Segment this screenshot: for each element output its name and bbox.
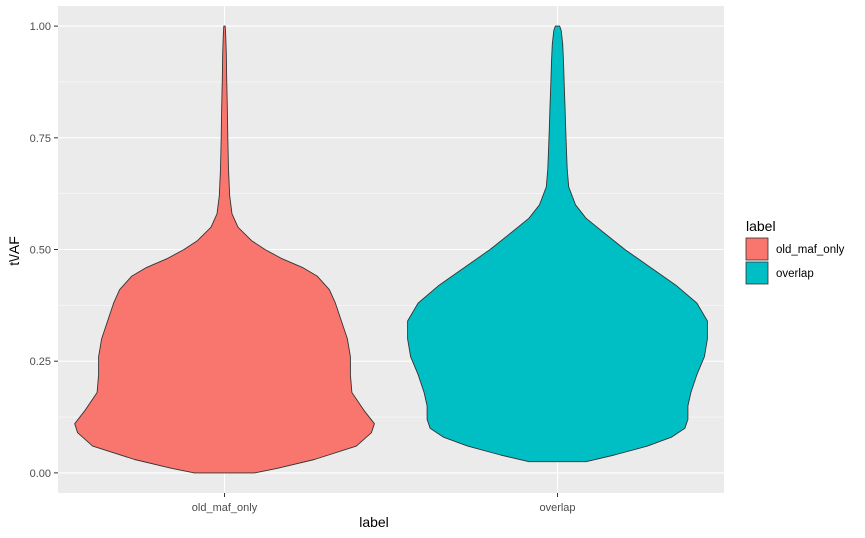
legend-entry-overlap: overlap [745, 261, 814, 285]
violin-overlap [407, 25, 708, 463]
violins [74, 25, 708, 474]
legend-entry-old-maf-only: old_maf_only [745, 237, 845, 261]
y-tick-label: 0.00 [30, 468, 51, 480]
x-tick-label: old_maf_only [192, 502, 258, 514]
y-tick-label: 0.75 [30, 133, 51, 145]
y-axis-ticks: 0.00 0.25 0.50 0.75 1.00 [30, 21, 58, 480]
legend-key-overlap [745, 261, 769, 285]
legend-label-overlap: overlap [776, 268, 814, 280]
legend-label-old-maf-only: old_maf_only [776, 244, 845, 256]
legend-key-old-maf-only [745, 237, 769, 261]
x-axis-ticks: old_maf_only overlap [192, 493, 576, 514]
legend: label old_maf_only overlap [745, 218, 845, 285]
legend-title: label [746, 218, 776, 234]
x-axis-title: label [359, 514, 389, 530]
y-tick-label: 1.00 [30, 21, 51, 33]
x-tick-label: overlap [539, 502, 575, 514]
y-tick-label: 0.50 [30, 245, 51, 257]
y-axis-title: t\/AF [6, 236, 22, 266]
violin-old-maf-only [74, 25, 375, 474]
y-tick-label: 0.25 [30, 356, 51, 368]
